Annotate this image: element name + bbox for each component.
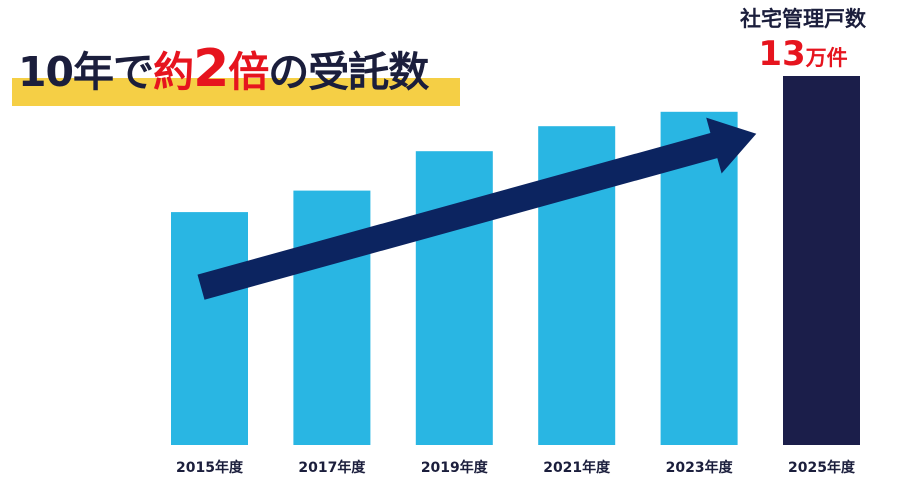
callout-unit: 万件	[805, 46, 848, 70]
headline-accent-number: 2	[193, 39, 229, 99]
x-axis-tick-labels: 2015年度 2017年度 2019年度 2021年度 2023年度 2025年度	[176, 459, 856, 476]
bar-6	[783, 76, 860, 445]
trend-arrow	[197, 117, 757, 300]
bar-1	[171, 212, 248, 445]
x-tick-label: 2023年度	[666, 459, 734, 476]
headline-accent-approx: 約	[153, 48, 194, 96]
trend-arrow-shape	[197, 117, 757, 300]
x-tick-label: 2021年度	[543, 459, 611, 476]
bar-3	[415, 151, 493, 445]
headline-text: 10年で約2倍の受託数	[18, 38, 429, 99]
headline-suffix: の受託数	[268, 48, 429, 96]
headline-prefix: 10年で	[18, 48, 154, 96]
headline-highlight	[12, 78, 460, 106]
x-tick-label: 2017年度	[298, 459, 366, 476]
x-tick-label: 2019年度	[421, 459, 489, 476]
final-bar-callout: 社宅管理戸数 13万件	[730, 4, 876, 80]
callout-number: 13	[758, 34, 806, 74]
callout-label: 社宅管理戸数	[740, 7, 866, 31]
headline-accent-times: 倍	[228, 48, 269, 96]
callout-value: 13万件	[730, 34, 876, 80]
x-tick-label: 2015年度	[176, 459, 244, 476]
bar-2	[293, 190, 371, 445]
x-tick-label: 2025年度	[788, 459, 856, 476]
